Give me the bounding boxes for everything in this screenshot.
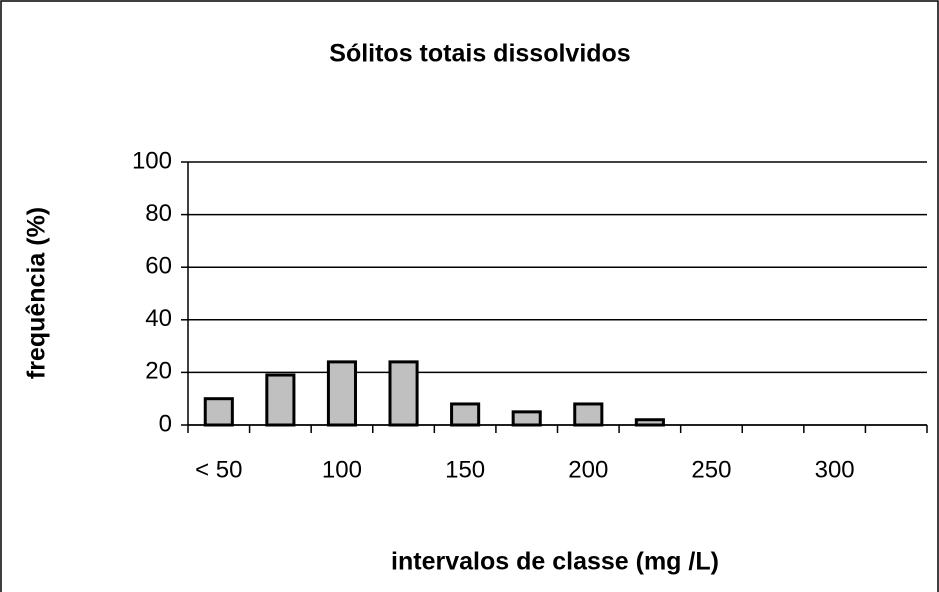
bar <box>326 360 358 427</box>
y-tick-label: 100 <box>132 147 172 174</box>
y-tick-label: 40 <box>145 305 172 332</box>
y-tick-label: 60 <box>145 253 172 280</box>
bar <box>265 373 296 427</box>
y-tick-label: 80 <box>145 200 172 227</box>
x-tick-label: 250 <box>691 456 731 483</box>
x-tick-label: < 50 <box>195 456 242 483</box>
x-tick-label: 300 <box>815 456 855 483</box>
bar <box>634 418 665 427</box>
bar <box>203 397 234 427</box>
bar <box>388 360 419 427</box>
y-tick-label: 20 <box>145 358 172 385</box>
chart-title: Sólitos totais dissolvidos <box>329 40 630 68</box>
bar <box>450 402 481 427</box>
bar <box>511 410 542 427</box>
y-tick-label: 0 <box>159 410 172 437</box>
x-tick-label: 150 <box>445 456 485 483</box>
x-axis-title: intervalos de classe (mg /L) <box>391 548 719 576</box>
y-axis-title: frequência (%) <box>23 207 51 379</box>
x-tick-label: 100 <box>322 456 362 483</box>
x-tick-label: 200 <box>568 456 608 483</box>
bar <box>573 402 604 427</box>
